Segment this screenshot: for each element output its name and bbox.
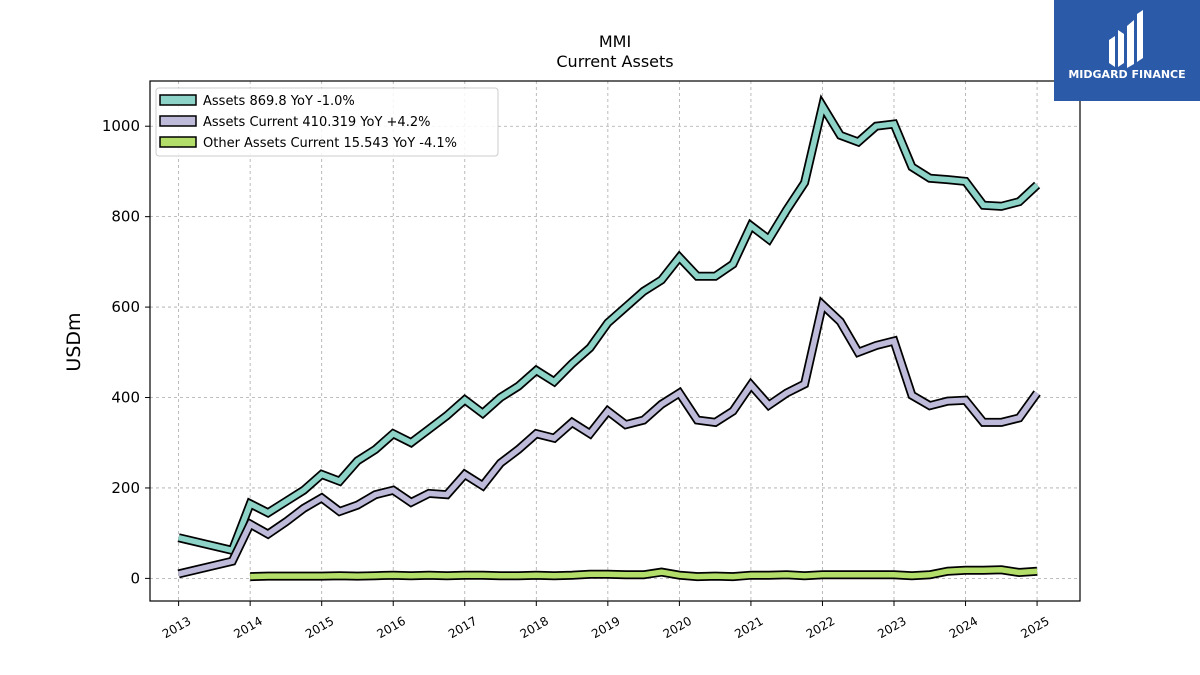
legend-entry: Other Assets Current 15.543 YoY -4.1% bbox=[203, 136, 457, 151]
series-layer bbox=[177, 94, 1041, 582]
x-tick-label: 2013 bbox=[160, 614, 193, 641]
brand-logo-text: MIDGARD FINANCE bbox=[1068, 68, 1186, 81]
building-columns-icon bbox=[1109, 10, 1143, 68]
brand-logo: MIDGARD FINANCE bbox=[1054, 0, 1200, 101]
y-tick-label: 0 bbox=[130, 569, 140, 587]
y-tick-label: 400 bbox=[111, 389, 140, 407]
x-tick-label: 2017 bbox=[446, 614, 479, 641]
chart-subtitle: Current Assets bbox=[556, 52, 673, 71]
legend: Assets 869.8 YoY -1.0% Assets Current 410… bbox=[155, 87, 499, 157]
x-tick-label: 2021 bbox=[732, 614, 765, 641]
y-tick-label: 800 bbox=[111, 208, 140, 226]
x-tick-label: 2016 bbox=[375, 614, 408, 641]
y-tick-label: 600 bbox=[111, 298, 140, 316]
x-tick-label: 2015 bbox=[303, 614, 336, 641]
x-tick-label: 2023 bbox=[875, 614, 908, 641]
legend-swatch bbox=[159, 94, 197, 106]
legend-entry: Assets 869.8 YoY -1.0% bbox=[203, 94, 355, 109]
legend-box bbox=[155, 87, 499, 157]
chart-title: MMI bbox=[599, 32, 631, 51]
x-tick-label: 2014 bbox=[231, 614, 264, 641]
x-tick-label: 2022 bbox=[804, 614, 837, 641]
legend-swatch bbox=[159, 136, 197, 148]
x-tick-label: 2019 bbox=[589, 614, 622, 641]
x-tick-label: 2024 bbox=[947, 614, 980, 641]
plot-frame bbox=[149, 80, 1081, 602]
x-tick-label: 2018 bbox=[518, 614, 551, 641]
grid bbox=[150, 81, 1080, 601]
legend-swatch bbox=[159, 115, 197, 127]
x-tick-label: 2020 bbox=[661, 614, 694, 641]
series-line bbox=[177, 299, 1040, 577]
legend-entry: Assets Current 410.319 YoY +4.2% bbox=[203, 115, 430, 130]
y-axis-label: USDm bbox=[63, 312, 85, 371]
series-line bbox=[177, 98, 1039, 554]
series-line bbox=[250, 567, 1038, 580]
x-tick-label: 2025 bbox=[1018, 614, 1051, 641]
y-tick-label: 1000 bbox=[102, 117, 140, 135]
y-tick-label: 200 bbox=[111, 479, 140, 497]
